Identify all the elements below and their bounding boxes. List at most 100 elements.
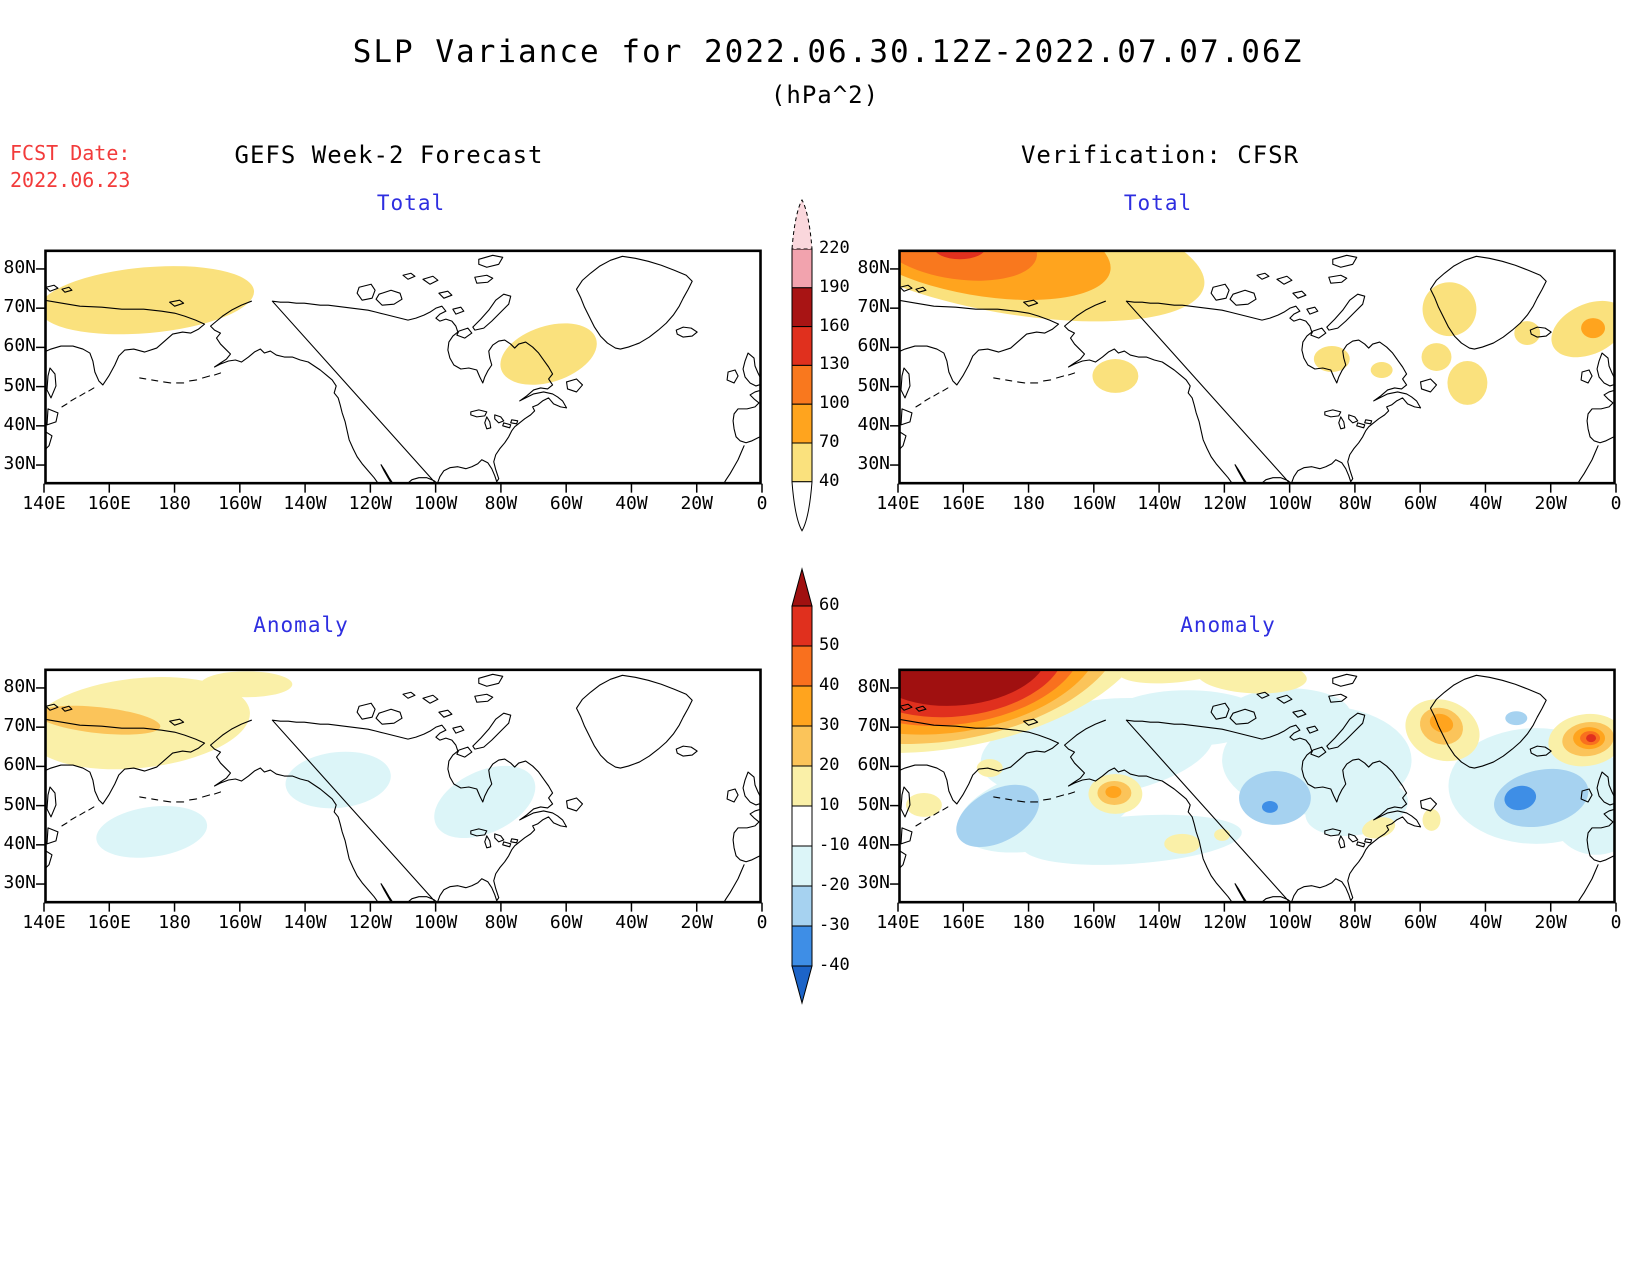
- colorbar-segment: [791, 403, 813, 444]
- lat-tick-label: 70N: [857, 715, 890, 736]
- contour-region: [1107, 690, 1267, 747]
- colorbar-segment: [791, 805, 813, 847]
- axis-ticks: [36, 687, 763, 912]
- lon-tick-label: 140E: [22, 912, 66, 933]
- contour-region: [1581, 318, 1606, 339]
- lat-tick-label: 70N: [3, 296, 36, 317]
- lon-tick-label: 180: [1012, 493, 1045, 514]
- forecast-date-value: 2022.06.23: [10, 168, 131, 192]
- contour-region: [1092, 359, 1139, 393]
- map-frame: [44, 668, 762, 904]
- cbar-total-canvas: [791, 198, 813, 532]
- lon-tick-label: 80W: [1338, 493, 1372, 514]
- lon-tick-label: 40W: [615, 912, 648, 933]
- lat-tick-label: 50N: [857, 793, 890, 815]
- lon-tick-label: 160E: [941, 493, 985, 514]
- forecast-date-label: FCST Date:: [10, 141, 131, 165]
- contour-region: [1362, 817, 1396, 839]
- colorbar-tick-label: 40: [819, 675, 840, 695]
- contour-region: [1227, 688, 1351, 741]
- colorbar-tick-label: 70: [819, 432, 840, 452]
- colorbar-tick-label: 10: [819, 795, 840, 815]
- lat-tick-label: 60N: [857, 335, 890, 357]
- colorbar-segment: [791, 442, 813, 483]
- lon-tick-label: 120W: [348, 912, 393, 933]
- lon-tick-label: 20W: [1534, 912, 1567, 933]
- contour-region: [956, 784, 1040, 848]
- colorbar-tick-label: -10: [819, 835, 850, 855]
- contour-region: [434, 765, 536, 839]
- colorbar-tick-label: 130: [819, 354, 850, 375]
- lat-tick-label: 40N: [3, 413, 36, 435]
- colorbar-total: 220 190 160 130 100 70 40: [782, 195, 857, 540]
- map-frame: [898, 249, 1616, 485]
- colorbar-tick-label: 50: [819, 635, 840, 655]
- map-panel-cfsr-total: 80N 70N 60N 50N 40N 30N 140E 160E 180 160W 140W 120…: [857, 249, 1621, 513]
- contour-fills: [45, 266, 597, 385]
- lat-tick-label: 40N: [3, 832, 36, 854]
- lon-tick-label: 160E: [941, 912, 985, 933]
- panel-title-gefs-total: Total: [376, 191, 446, 215]
- lon-tick-label: 100W: [413, 912, 458, 933]
- lon-tick-label: 100W: [1267, 493, 1312, 514]
- map-canvas-gefs-anomaly: [36, 668, 763, 912]
- contour-region: [1197, 669, 1307, 694]
- colorbar-tick-label: 160: [819, 315, 850, 336]
- lon-tick-label: 60W: [549, 912, 583, 933]
- map-canvas-gefs-total: [36, 249, 763, 493]
- column-header-forecast: GEFS Week-2 Forecast: [234, 141, 544, 169]
- lat-tick-label: 40N: [857, 413, 890, 435]
- lon-tick-label: 100W: [1267, 912, 1312, 933]
- lat-tick-label: 50N: [857, 374, 890, 396]
- contour-region: [200, 671, 293, 698]
- map-frame: [898, 668, 1616, 904]
- lon-tick-label: 160E: [87, 912, 131, 933]
- contour-region: [1504, 785, 1537, 811]
- lat-tick-label: 70N: [857, 296, 890, 317]
- colorbar-tick-label: 190: [819, 276, 850, 297]
- page-units: (hPa^2): [770, 81, 880, 109]
- lon-tick-label: 60W: [1403, 493, 1437, 514]
- lon-tick-label: 0: [1610, 912, 1622, 933]
- lat-tick-label: 30N: [857, 453, 890, 475]
- contour-region: [285, 751, 391, 809]
- lat-tick-label: 60N: [3, 335, 36, 357]
- lon-tick-label: 0: [756, 493, 768, 514]
- lon-tick-label: 160W: [1072, 493, 1116, 514]
- lon-tick-label: 180: [158, 912, 191, 933]
- colorbar-tick-label: -30: [819, 915, 850, 935]
- lat-tick-label: 50N: [3, 374, 36, 396]
- colorbar-segment: [791, 765, 813, 807]
- lon-tick-label: 140W: [283, 912, 327, 933]
- colorbar-tick-label: 20: [819, 755, 840, 775]
- colorbar-tick-label: -20: [819, 875, 850, 895]
- contour-region: [45, 266, 255, 335]
- contour-region: [500, 323, 597, 385]
- colorbar-segment: [791, 685, 813, 727]
- colorbar-segment: [791, 725, 813, 767]
- lon-tick-label: 160W: [218, 912, 262, 933]
- colorbar-segment: [791, 645, 813, 687]
- lon-tick-label: 40W: [615, 493, 648, 514]
- colorbar-top-cap: [791, 567, 813, 607]
- lat-tick-label: 80N: [857, 256, 890, 278]
- colorbar-segment: [791, 326, 813, 366]
- colorbar-top-cap: [791, 198, 813, 250]
- contour-region: [1421, 343, 1452, 371]
- contour-region: [1586, 734, 1597, 743]
- map-panel-gefs-total: 80N 70N 60N 50N 40N 30N 140E 160E 180 160W 140W 120…: [3, 249, 767, 513]
- colorbar-tick-label: 100: [819, 393, 850, 414]
- colorbar-tick-label: 40: [819, 470, 840, 491]
- colorbar-segment: [791, 364, 813, 405]
- colorbar-tick-label: -40: [819, 955, 850, 975]
- colorbar-segment: [791, 845, 813, 887]
- contour-region: [1261, 800, 1278, 813]
- lon-tick-label: 120W: [348, 493, 393, 514]
- contour-region: [1239, 771, 1311, 825]
- map-canvas-cfsr-anomaly: [890, 668, 1617, 912]
- lat-tick-label: 80N: [3, 256, 36, 278]
- lat-tick-label: 80N: [857, 675, 890, 697]
- lon-tick-label: 20W: [680, 912, 713, 933]
- colorbar-tick-label: 220: [819, 238, 850, 258]
